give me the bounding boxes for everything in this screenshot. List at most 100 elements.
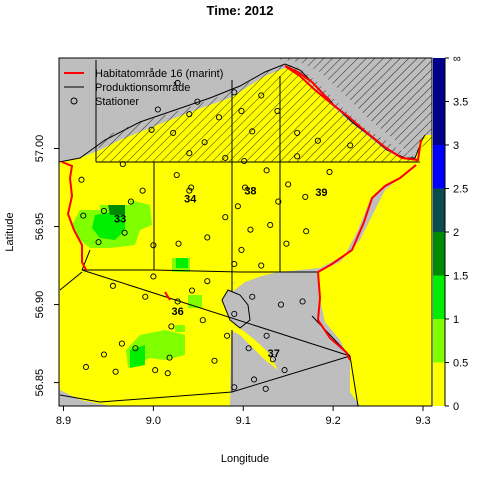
legend-habitat-label: Habitatområde 16 (marint): [95, 68, 223, 80]
station-marker: [82, 363, 90, 371]
x-tick-label: 8.9: [56, 415, 71, 427]
station-marker: [245, 345, 252, 352]
station-marker: [242, 184, 249, 191]
station-marker: [188, 184, 195, 191]
station-marker: [150, 273, 157, 280]
station-marker: [166, 354, 173, 361]
station-marker: [267, 221, 274, 229]
station-marker: [174, 298, 181, 305]
station-marker: [231, 89, 238, 96]
station-marker: [269, 356, 276, 363]
station-marker: [100, 207, 107, 214]
station-marker: [121, 229, 128, 236]
colorbar-bin: [433, 362, 445, 406]
colorbar-label: 3.5: [453, 97, 468, 109]
x-axis-label: Longitude: [221, 453, 269, 465]
colorbar-label: 1: [453, 314, 459, 326]
station-marker: [95, 239, 102, 246]
station-marker: [238, 108, 245, 115]
station-marker: [152, 367, 159, 374]
station-marker: [262, 385, 269, 392]
hatched-land-strip: [270, 58, 432, 155]
colorbar-bin: [433, 188, 445, 232]
station-marker: [222, 214, 229, 221]
station-marker: [132, 345, 139, 352]
habitat-boundary-north: [284, 65, 331, 101]
chart-title: Time: 2012: [207, 3, 274, 18]
map-panel: [59, 58, 432, 406]
station-marker: [194, 98, 201, 105]
station-marker: [281, 367, 288, 374]
colorbar-bin: [433, 145, 445, 189]
sea-strip-left: [59, 170, 99, 200]
station-marker: [173, 171, 180, 179]
station-marker: [275, 198, 282, 205]
habitat-boundary: [61, 65, 422, 361]
colorbar-bin: [433, 319, 445, 363]
station-marker: [222, 154, 229, 161]
legend-production-label: Produktionsområde: [95, 82, 190, 94]
colorbar: 0 0.5 1 1.5 2 2.5 3 3.5 ∞: [433, 53, 468, 413]
station-marker: [174, 79, 181, 87]
stations-layer: [78, 79, 354, 392]
station-marker: [186, 150, 193, 157]
station-marker: [303, 228, 310, 235]
station-marker: [231, 260, 238, 268]
station-marker: [250, 376, 258, 383]
concentration-patches: [72, 200, 202, 368]
station-marker: [164, 370, 171, 377]
x-tick-label: 9.3: [415, 415, 430, 427]
station-marker: [285, 181, 292, 188]
station-marker: [238, 246, 245, 253]
station-marker: [231, 310, 238, 317]
station-marker: [201, 139, 208, 146]
colorbar-label: 1.5: [453, 271, 468, 283]
station-marker: [234, 203, 241, 210]
axes: 8.9 9.0 9.1 9.2 9.3 56.85 56.90 56.95 57.00: [34, 135, 431, 427]
station-marker: [150, 242, 157, 249]
station-marker: [258, 92, 265, 99]
colorbar-label: 2: [453, 227, 459, 239]
station-marker: [119, 161, 126, 168]
area-label: 36: [172, 306, 184, 318]
legend-station-label: Stationer: [95, 96, 139, 108]
station-marker: [168, 323, 175, 330]
station-marker: [224, 332, 231, 339]
island-south: [221, 289, 251, 329]
legend: Habitatområde 16 (marint) Produktionsomr…: [64, 68, 223, 108]
station-marker: [314, 137, 321, 144]
station-marker: [170, 129, 177, 136]
station-marker: [294, 153, 301, 160]
y-axis-label: Latitude: [4, 212, 16, 251]
station-marker: [118, 340, 125, 347]
hatched-production-area: [96, 64, 420, 162]
area-labels-layer: 33 34 38 39 36 37: [114, 186, 328, 360]
station-marker: [199, 317, 206, 324]
area-label: 38: [244, 186, 256, 198]
colorbar-label: 2.5: [453, 184, 468, 196]
x-tick-label: 9.2: [325, 415, 340, 427]
station-marker: [148, 126, 155, 133]
station-marker: [175, 240, 182, 247]
station-marker: [258, 262, 265, 269]
station-marker: [154, 106, 161, 113]
plot-frame: [58, 57, 433, 407]
colorbar-bin: [433, 232, 445, 276]
area-label: 34: [184, 193, 197, 205]
x-tick-label: 9.1: [236, 415, 251, 427]
y-tick-label: 57.00: [34, 135, 46, 163]
area-label: 39: [315, 187, 327, 199]
colorbar-label: 0.5: [453, 358, 468, 370]
station-marker: [204, 234, 211, 241]
colorbar-bin: [433, 275, 445, 319]
station-marker: [263, 167, 270, 174]
station-marker: [347, 142, 354, 149]
y-tick-label: 56.85: [34, 369, 46, 397]
area-label: 33: [114, 214, 126, 226]
station-marker: [211, 357, 218, 364]
station-marker: [109, 282, 116, 289]
station-marker: [249, 293, 256, 300]
station-marker: [274, 108, 281, 115]
station-marker: [188, 287, 196, 294]
